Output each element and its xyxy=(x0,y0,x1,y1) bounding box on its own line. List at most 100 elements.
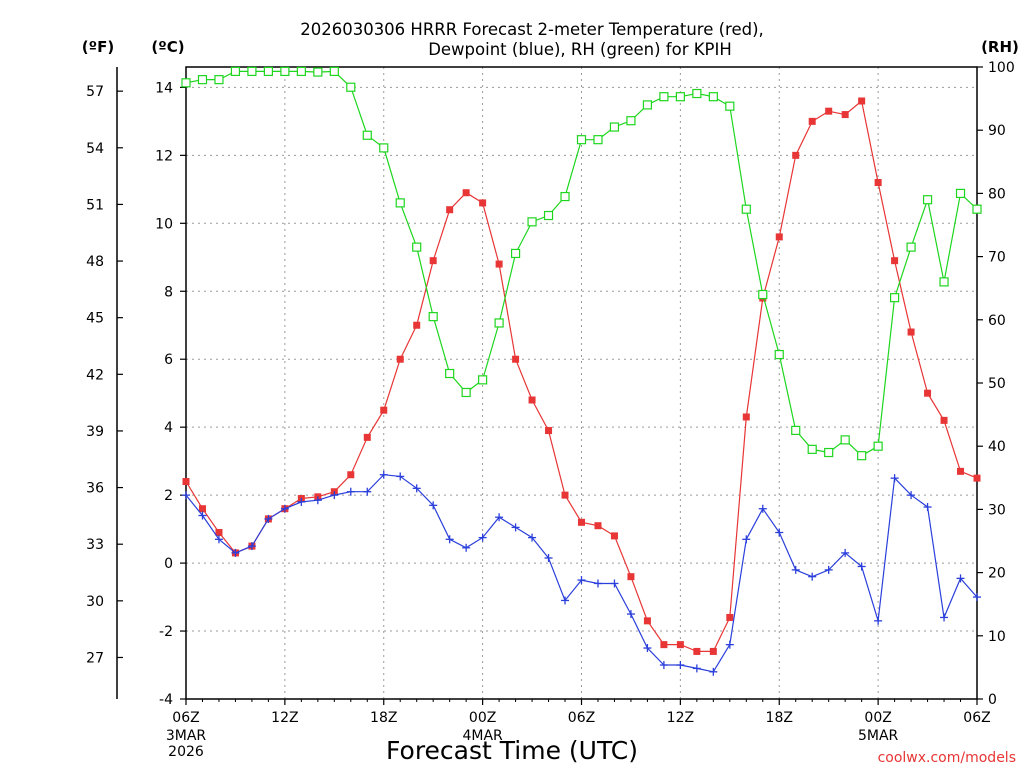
dewpoint-point xyxy=(593,579,602,588)
x-tick-label: 00Z xyxy=(469,710,496,726)
rh-point xyxy=(527,217,537,227)
celsius-tick-label: 12 xyxy=(155,148,173,164)
dewpoint-point xyxy=(462,543,471,552)
rh-tick-label: 60 xyxy=(988,313,1006,329)
rh-point xyxy=(576,135,587,145)
dewpoint-point xyxy=(264,514,273,523)
temperature-point xyxy=(808,117,816,125)
rh-point xyxy=(428,312,438,322)
temperature-point xyxy=(940,416,948,424)
dewpoint-point xyxy=(313,496,322,505)
x-tick-label: 12Z xyxy=(271,710,298,726)
dewpoint-point xyxy=(330,491,339,500)
temperature-point xyxy=(973,474,981,482)
temperature-point xyxy=(643,617,651,625)
temperature-point xyxy=(858,97,866,105)
dewpoint-point xyxy=(791,565,800,574)
dewpoint-point xyxy=(247,542,256,551)
rh-point xyxy=(741,204,751,214)
temperature-point xyxy=(709,647,717,655)
rh-point xyxy=(774,349,784,360)
x-tick-date-label: 5MAR xyxy=(858,728,899,744)
dewpoint-point xyxy=(857,562,866,571)
celsius-axis-label: (ºC) xyxy=(151,38,184,56)
x-tick-label: 06Z xyxy=(568,710,595,726)
dewpoint-point xyxy=(412,484,421,493)
rh-point xyxy=(972,204,982,214)
x-tick-label: 18Z xyxy=(766,710,793,726)
temperature-point xyxy=(413,321,421,329)
temperature-point xyxy=(347,471,355,479)
dewpoint-point xyxy=(280,504,289,513)
temperature-point xyxy=(841,111,849,119)
dewpoint-point xyxy=(626,610,635,619)
temperature-point xyxy=(215,529,223,537)
dewpoint-point xyxy=(758,504,767,513)
temperature-point xyxy=(561,491,569,499)
temperature-point xyxy=(446,206,454,214)
fahrenheit-tick-label: 54 xyxy=(86,141,104,157)
rh-point xyxy=(181,78,191,88)
dewpoint-point xyxy=(676,661,685,670)
dewpoint-point xyxy=(874,616,883,625)
celsius-tick-label: 10 xyxy=(155,216,173,232)
rh-point xyxy=(922,195,933,205)
temperature-point xyxy=(874,179,882,187)
rh-point xyxy=(824,447,834,458)
rh-point xyxy=(939,277,949,287)
dewpoint-point xyxy=(544,553,553,562)
rh-point xyxy=(461,387,471,398)
rh-point xyxy=(659,92,669,102)
rh-point xyxy=(758,289,768,300)
rh-point xyxy=(791,425,801,435)
watermark: coolwx.com/models xyxy=(878,750,1016,766)
x-tick-label: 12Z xyxy=(667,710,694,726)
fahrenheit-tick-label: 30 xyxy=(86,594,104,610)
temperature-point xyxy=(182,478,190,486)
dewpoint-point xyxy=(659,661,668,670)
temperature-point xyxy=(660,641,668,649)
dewpoint-point xyxy=(808,572,817,581)
dewpoint-point xyxy=(692,664,701,673)
temperature-point xyxy=(792,151,800,159)
dewpoint-point xyxy=(214,535,223,544)
dewpoint-point xyxy=(841,548,850,557)
dewpoint-point xyxy=(231,548,240,557)
rh-point xyxy=(873,441,883,451)
rh-tick-label: 80 xyxy=(988,186,1006,202)
fahrenheit-tick-label: 45 xyxy=(86,311,104,327)
temperature-point xyxy=(396,355,404,363)
temperature-point xyxy=(957,467,965,475)
rh-axis-label: (RH) xyxy=(981,38,1019,56)
rh-point xyxy=(708,92,718,102)
fahrenheit-tick-label: 48 xyxy=(86,254,104,270)
chart-title-line1: 2026030306 HRRR Forecast 2-meter Tempera… xyxy=(300,20,764,39)
rh-point xyxy=(675,92,685,102)
temperature-point xyxy=(380,406,388,414)
rh-tick-label: 90 xyxy=(988,123,1006,139)
dewpoint-point xyxy=(297,497,306,506)
rh-tick-label: 50 xyxy=(988,376,1006,392)
temperature-point xyxy=(825,107,833,115)
dewpoint-point xyxy=(528,533,537,542)
dewpoint-point xyxy=(907,491,916,500)
rh-point xyxy=(478,375,488,385)
temperature-point xyxy=(429,257,437,265)
temperature-point xyxy=(198,505,206,513)
x-tick-year-label: 2026 xyxy=(168,744,204,760)
rh-point xyxy=(510,248,521,259)
x-tick-date-label: 3MAR xyxy=(166,728,207,744)
dewpoint-point xyxy=(824,565,833,574)
rh-point xyxy=(593,135,603,145)
rh-point xyxy=(807,444,817,454)
rh-point xyxy=(230,66,241,77)
rh-point xyxy=(543,210,554,221)
temperature-point xyxy=(363,433,371,441)
fahrenheit-axis-label: (ºF) xyxy=(82,38,114,56)
dewpoint-point xyxy=(742,535,751,544)
fahrenheit-tick-label: 51 xyxy=(86,197,104,213)
dewpoint-point xyxy=(346,487,355,496)
x-tick-date-label: 4MAR xyxy=(462,728,503,744)
temperature-point xyxy=(610,532,618,540)
